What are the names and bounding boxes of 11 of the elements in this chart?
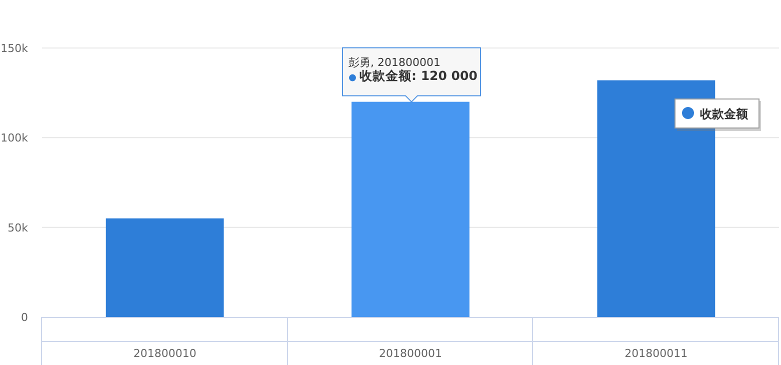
x-tick-label: 201800001 (379, 347, 442, 360)
annotation: 彭勇, 201800001 (348, 56, 440, 69)
y-tick-label: 0 (21, 311, 28, 324)
legend-label: 收款金额 (700, 107, 749, 121)
y-tick-label: 100k (0, 132, 29, 145)
x-tick-label: 201800010 (133, 347, 196, 360)
annotation: 收款金额: 120 000 (360, 68, 478, 83)
x-tick-label: 201800011 (624, 347, 688, 360)
bar (106, 218, 224, 317)
y-tick-label: 50k (8, 221, 29, 234)
y-tick-label: 150k (0, 42, 29, 55)
